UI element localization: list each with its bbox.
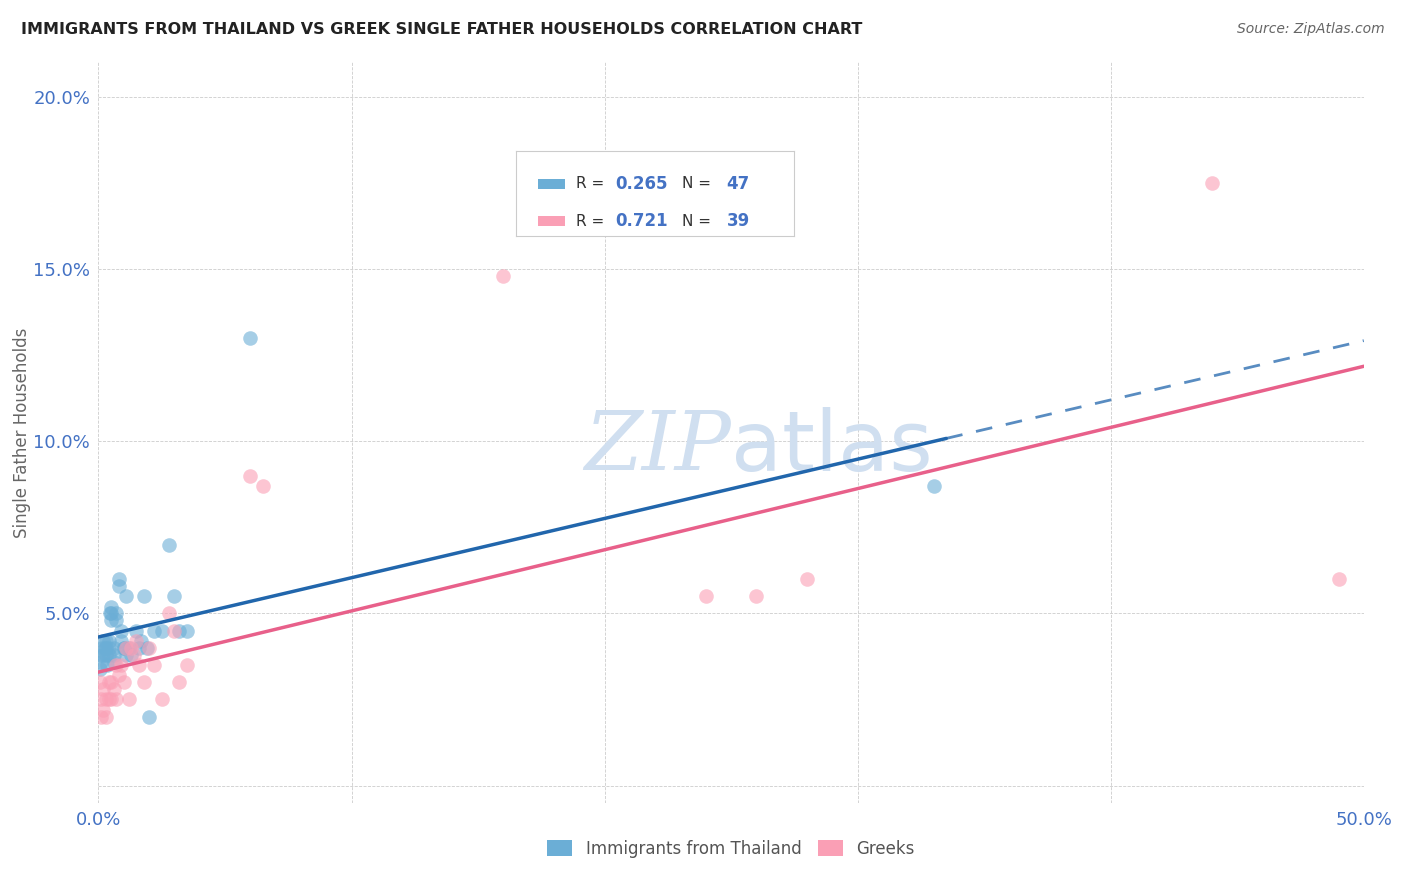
Point: [90, 648, 112, 662]
Point: [105, 658, 128, 673]
Point: [105, 692, 128, 706]
Point: [157, 537, 180, 551]
Point: [100, 675, 122, 690]
Point: [143, 624, 166, 638]
Point: [122, 648, 145, 662]
Point: [1201, 176, 1223, 190]
Point: [922, 479, 945, 493]
Point: [120, 648, 142, 662]
Point: [97, 640, 120, 655]
Point: [695, 589, 717, 603]
Point: [125, 624, 148, 638]
Point: [91, 640, 114, 655]
Point: [176, 624, 198, 638]
Point: [128, 658, 150, 673]
Point: [89, 661, 111, 675]
Point: [138, 640, 160, 655]
Point: [163, 589, 186, 603]
Point: [169, 624, 191, 638]
Point: [169, 675, 191, 690]
Point: [100, 599, 122, 614]
Point: [89, 675, 111, 690]
Point: [132, 675, 155, 690]
Point: [132, 589, 155, 603]
Point: [93, 703, 115, 717]
Text: ZIP: ZIP: [585, 408, 731, 487]
Point: [94, 640, 117, 655]
Point: [128, 640, 150, 655]
Point: [90, 709, 112, 723]
Point: [96, 658, 118, 673]
Point: [107, 668, 129, 682]
Point: [98, 607, 121, 621]
Point: [103, 648, 125, 662]
Point: [93, 682, 115, 697]
Point: [93, 634, 115, 648]
Point: [112, 675, 135, 690]
Point: [135, 640, 157, 655]
Point: [110, 624, 132, 638]
Point: [157, 607, 180, 621]
Point: [107, 572, 129, 586]
Point: [100, 613, 122, 627]
Point: [93, 648, 115, 662]
Point: [94, 634, 117, 648]
Point: [110, 634, 132, 648]
Point: [103, 655, 125, 669]
Point: [150, 692, 173, 706]
Point: [143, 658, 166, 673]
Point: [100, 692, 122, 706]
Point: [115, 640, 138, 655]
Point: [97, 648, 120, 662]
Point: [150, 624, 173, 638]
Y-axis label: Single Father Households: Single Father Households: [13, 327, 31, 538]
Point: [97, 692, 120, 706]
Point: [176, 658, 198, 673]
Point: [131, 634, 153, 648]
Point: [163, 624, 186, 638]
Point: [252, 479, 274, 493]
Point: [492, 268, 515, 283]
Point: [94, 692, 117, 706]
Text: atlas: atlas: [731, 407, 932, 488]
Point: [1327, 572, 1350, 586]
Point: [100, 607, 122, 621]
Point: [105, 607, 128, 621]
Point: [239, 331, 262, 345]
Point: [90, 655, 112, 669]
Point: [115, 589, 138, 603]
Point: [118, 640, 141, 655]
Point: [103, 640, 125, 655]
Point: [110, 658, 132, 673]
Point: [115, 648, 138, 662]
Point: [120, 640, 142, 655]
Point: [93, 640, 117, 655]
Point: [138, 709, 160, 723]
Point: [105, 613, 128, 627]
Legend: Immigrants from Thailand, Greeks: Immigrants from Thailand, Greeks: [541, 833, 921, 865]
Point: [107, 579, 129, 593]
Point: [745, 589, 768, 603]
Point: [94, 648, 117, 662]
Text: IMMIGRANTS FROM THAILAND VS GREEK SINGLE FATHER HOUSEHOLDS CORRELATION CHART: IMMIGRANTS FROM THAILAND VS GREEK SINGLE…: [21, 22, 862, 37]
Point: [112, 640, 135, 655]
Point: [97, 675, 120, 690]
Point: [125, 634, 148, 648]
Point: [97, 634, 120, 648]
Point: [118, 692, 141, 706]
Point: [239, 468, 262, 483]
Point: [112, 640, 135, 655]
Point: [103, 682, 125, 697]
Point: [90, 692, 112, 706]
Point: [94, 709, 117, 723]
Point: [796, 572, 818, 586]
Text: Source: ZipAtlas.com: Source: ZipAtlas.com: [1237, 22, 1385, 37]
